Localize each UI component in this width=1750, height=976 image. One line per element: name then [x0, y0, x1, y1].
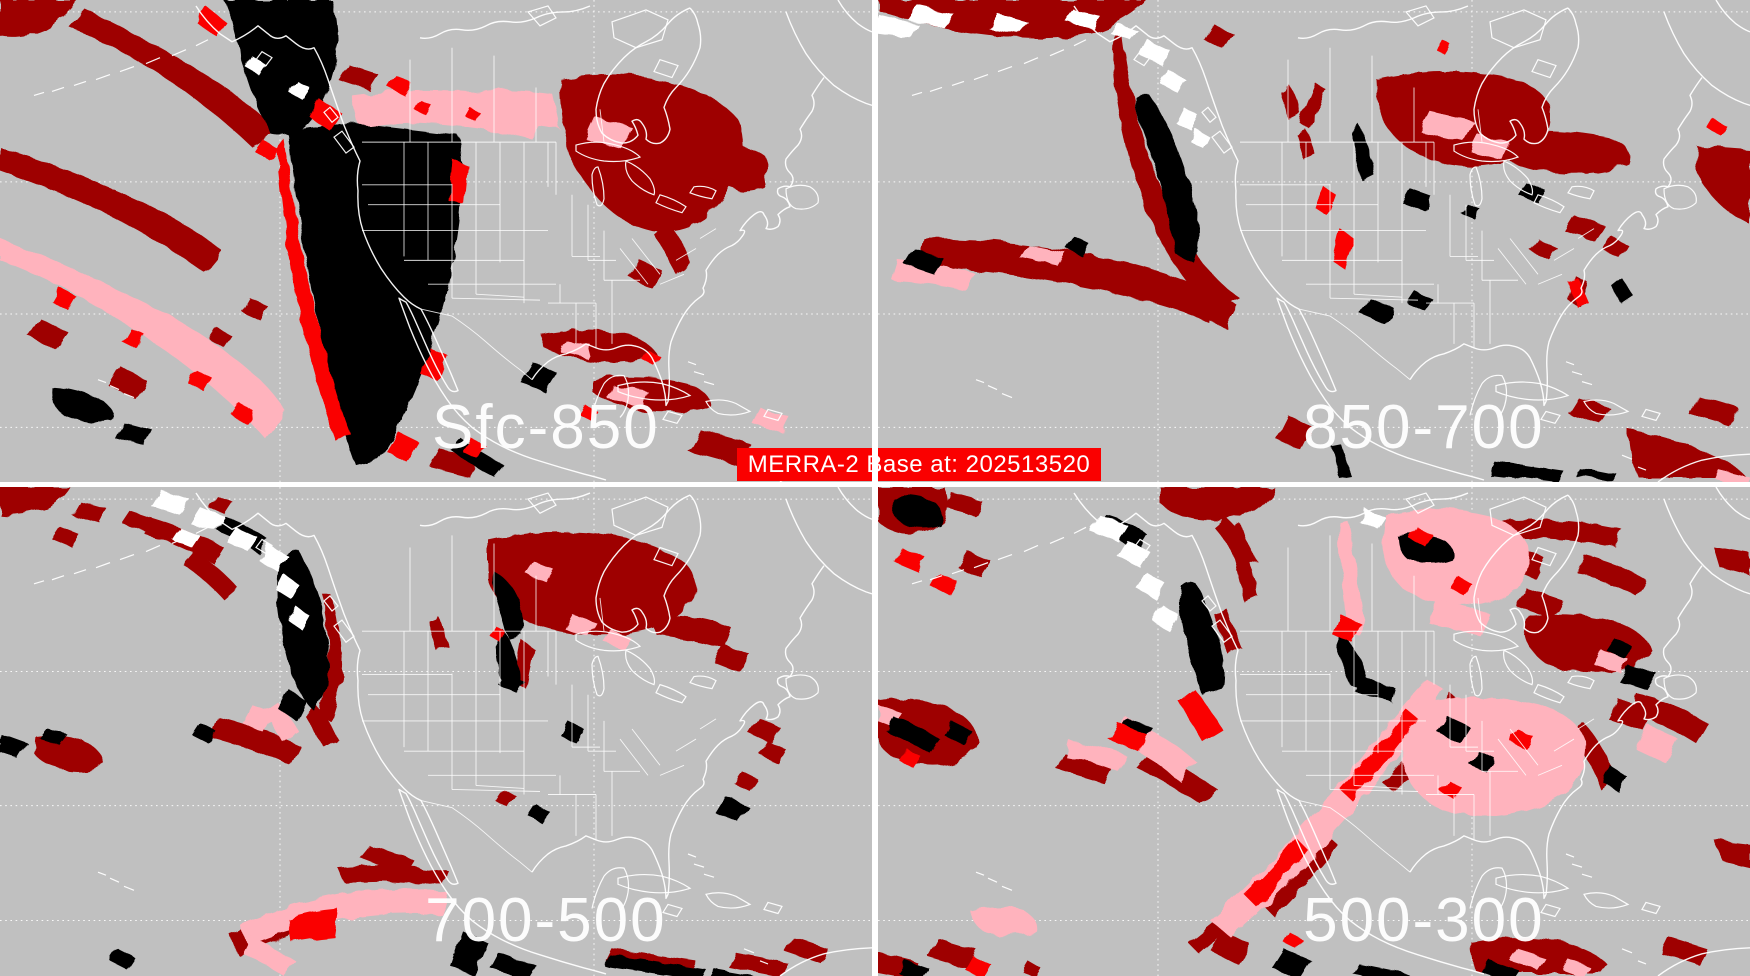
- panel-label-850-700: 850-700: [1303, 393, 1545, 463]
- basemap-outlines: [911, 487, 1750, 976]
- weather-map-500-300: [878, 487, 1750, 976]
- panel-700-500: 700-500: [0, 487, 872, 976]
- panel-label-500-300: 500-300: [1303, 886, 1545, 956]
- panel-850-700: 850-700: [878, 0, 1750, 482]
- basemap-outlines: [911, 0, 1750, 482]
- weather-map-850-700: [878, 0, 1750, 482]
- basemap-outlines: [33, 487, 872, 976]
- panel-divider-horizontal: [0, 482, 1750, 487]
- cloud-data-blobs: [0, 0, 790, 478]
- panel-500-300: 500-300: [878, 487, 1750, 976]
- base-time-text: MERRA-2 Base at: 202513520: [747, 450, 1091, 478]
- cloud-data-blobs: [0, 487, 828, 976]
- basemap-outlines: [33, 0, 872, 482]
- cloud-data-blobs: [878, 487, 1750, 976]
- base-time-banner: MERRA-2 Base at: 202513520: [737, 448, 1101, 481]
- panel-label-700-500: 700-500: [425, 886, 667, 956]
- weather-map-700-500: [0, 487, 872, 976]
- cloud-data-blobs: [878, 0, 1750, 482]
- panel-label-sfc-850: Sfc-850: [432, 393, 660, 463]
- panel-divider-vertical: [872, 0, 878, 976]
- weather-map-sfc-850: [0, 0, 872, 482]
- panel-sfc-850: Sfc-850: [0, 0, 872, 482]
